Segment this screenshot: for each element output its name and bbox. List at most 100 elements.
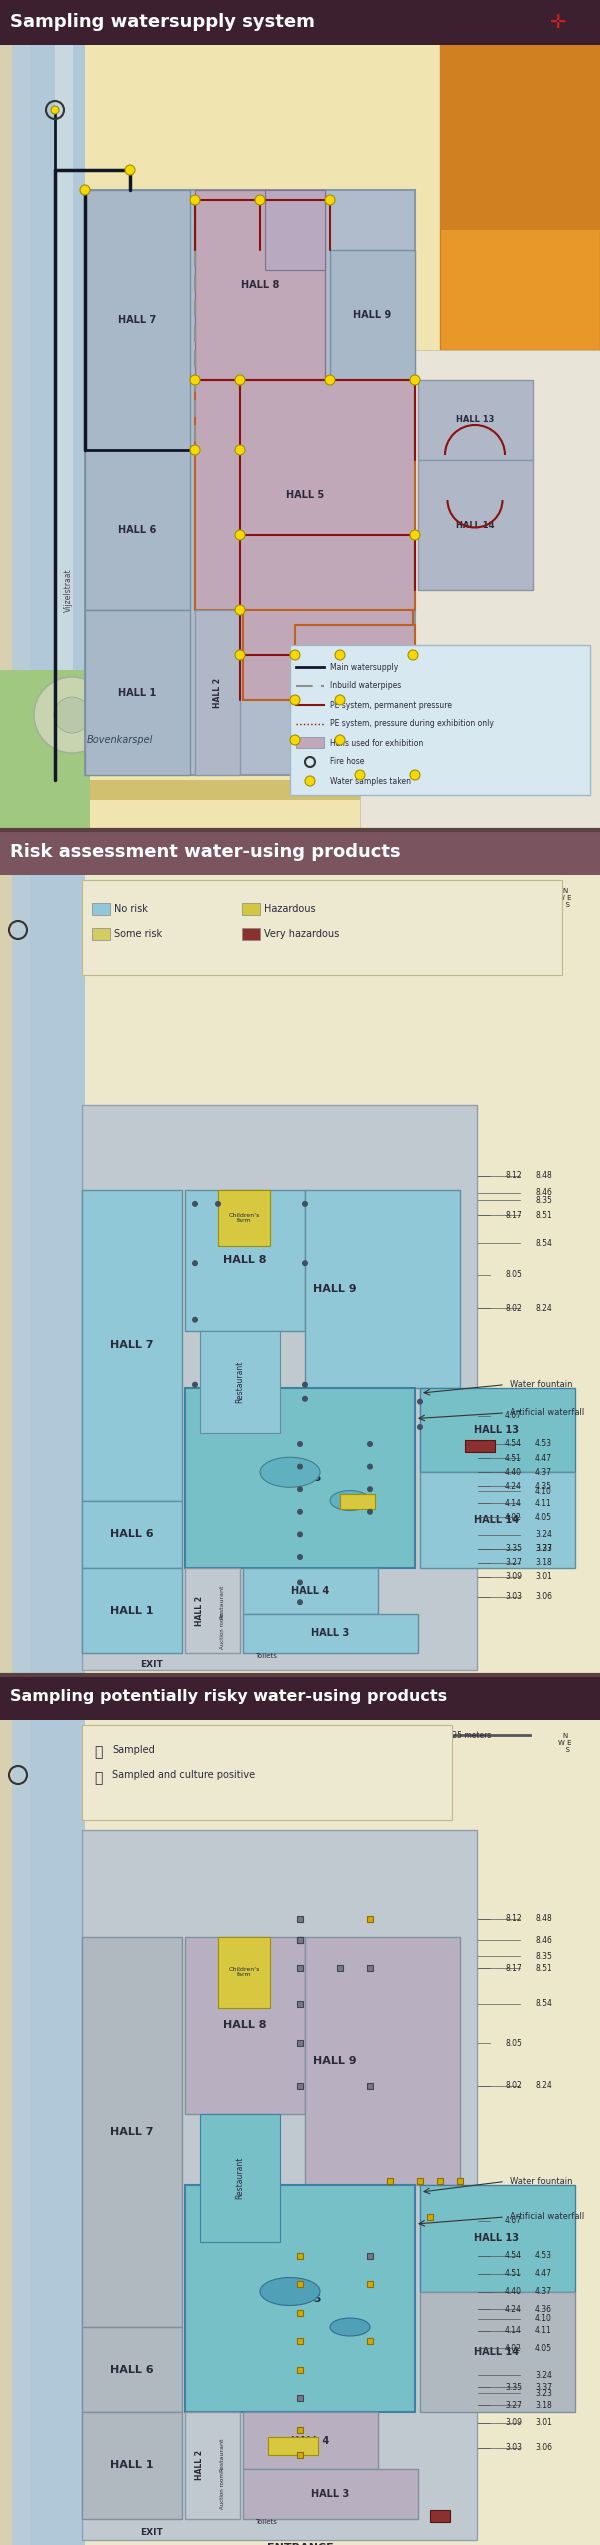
Text: HALL 6: HALL 6 [110,2364,154,2374]
Text: Vijzelstraat: Vijzelstraat [64,568,73,611]
Bar [242,903,260,916]
Text: Main watersupply: Main watersupply [330,662,398,672]
Circle shape [335,736,345,746]
Text: 8.35: 8.35 [535,1952,552,1962]
Text: HALL 13: HALL 13 [456,415,494,425]
Text: Hoofdstraat: Hoofdstraat [310,652,355,662]
Text: HALL 3: HALL 3 [311,1629,349,1639]
Bar [290,644,590,794]
Text: 8.05: 8.05 [505,2039,522,2049]
Text: 4.54: 4.54 [505,2252,522,2260]
Text: 3.06: 3.06 [535,2443,552,2453]
Text: 4.14: 4.14 [505,2326,522,2336]
Bar [0,0,600,830]
Text: 4.11: 4.11 [535,1499,552,1507]
Circle shape [417,1425,423,1430]
Text: 4.05: 4.05 [535,2344,552,2352]
Bar [0,0,12,830]
Bar [55,0,73,830]
Text: 8.02: 8.02 [505,1303,522,1313]
Text: HALL 7: HALL 7 [118,316,156,326]
Circle shape [367,1440,373,1448]
Bar [0,1675,600,1720]
Text: Restaurant: Restaurant [220,2438,224,2471]
Bar [0,0,30,830]
Circle shape [215,1201,221,1206]
Text: 3.23: 3.23 [535,2390,552,2397]
Text: 4.40: 4.40 [505,2288,522,2296]
Text: HALL 6: HALL 6 [118,524,156,534]
Circle shape [367,1509,373,1514]
Text: 4.67: 4.67 [505,1412,522,1420]
Text: Very hazardous: Very hazardous [264,929,339,939]
Text: HALL 3: HALL 3 [336,695,374,705]
Text: Children's
farm: Children's farm [229,1967,260,1977]
Circle shape [190,374,200,384]
Text: 4.51: 4.51 [505,1453,522,1463]
Circle shape [290,649,300,659]
Text: 8.54: 8.54 [535,2000,552,2008]
Text: HALL 9: HALL 9 [353,310,391,321]
Circle shape [305,776,315,786]
Circle shape [297,1486,303,1491]
Bar [185,2186,415,2413]
Bar [440,10,600,229]
Circle shape [297,1509,303,1514]
Text: HALL 7: HALL 7 [110,2128,154,2138]
Bar [30,0,85,830]
Bar [243,2469,418,2520]
Circle shape [235,606,245,616]
Bar [418,461,533,590]
Circle shape [297,1555,303,1560]
Bar [243,2413,378,2469]
Text: 4.35: 4.35 [535,1481,552,1491]
Bar [330,249,415,379]
Text: Risk assessment water-using products: Risk assessment water-using products [10,842,401,860]
Circle shape [290,736,300,746]
Text: 4.10: 4.10 [535,1486,552,1496]
Bar [0,830,600,1675]
Circle shape [192,1201,198,1206]
Text: Toilets: Toilets [255,1652,277,1659]
Bar [0,669,90,830]
Bar [82,1105,477,1670]
Text: 8.17: 8.17 [505,1965,522,1972]
Text: 8.51: 8.51 [535,1211,552,1219]
Bar [305,1937,460,2186]
Text: 3.18: 3.18 [535,2400,552,2410]
Text: HALL 2: HALL 2 [214,677,223,708]
Circle shape [367,1486,373,1491]
Bar [82,881,562,975]
Text: 3.24: 3.24 [535,2372,552,2380]
Text: 4.14: 4.14 [505,1499,522,1507]
Circle shape [355,771,365,779]
Bar [195,379,415,611]
Bar [185,1189,305,1331]
Bar [195,191,325,379]
Circle shape [410,529,420,540]
Bar [420,1471,575,1568]
Text: 3.18: 3.18 [535,1558,552,1568]
Text: Restaurant: Restaurant [235,2156,245,2199]
Circle shape [297,1580,303,1586]
Text: 4.47: 4.47 [535,1453,552,1463]
Bar [12,1675,30,2545]
Circle shape [325,374,335,384]
Circle shape [192,1260,198,1267]
Text: 8.46: 8.46 [535,1937,552,1944]
Text: Auction room: Auction room [220,2471,224,2509]
Text: 8.51: 8.51 [535,1965,552,1972]
Bar [82,1568,182,1654]
Bar [360,351,600,830]
Text: 8.54: 8.54 [535,1239,552,1247]
Circle shape [290,695,300,705]
Bar [82,1502,182,1568]
Bar [0,1675,12,2545]
Text: HALL 14: HALL 14 [456,522,494,529]
Text: HALL 2: HALL 2 [196,1596,205,1626]
Bar [295,626,415,776]
Text: HALL 5: HALL 5 [286,491,324,499]
Bar [200,2115,280,2242]
Bar [340,1494,375,1509]
Text: Inbuild waterpipes: Inbuild waterpipes [330,682,401,690]
